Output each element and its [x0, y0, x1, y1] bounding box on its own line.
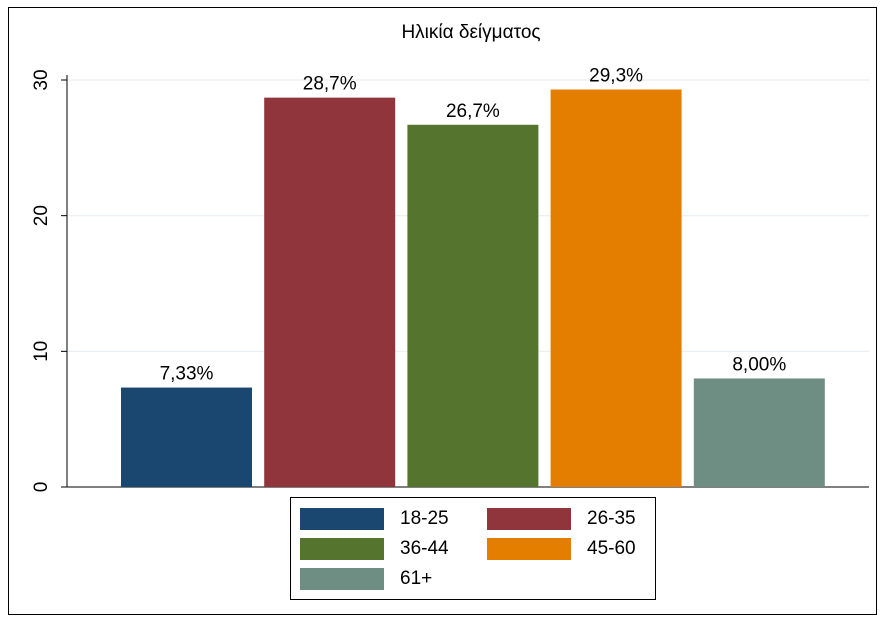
legend-swatch	[300, 508, 384, 530]
y-tick-label: 10	[31, 341, 52, 362]
bars	[121, 89, 825, 488]
legend-label: 45-60	[587, 538, 636, 559]
bar-61+	[693, 378, 825, 487]
y-tick-label: 30	[31, 69, 52, 90]
legend-swatch	[487, 538, 571, 560]
legend-swatch	[487, 508, 571, 530]
legend-item-26-35: 26-35	[487, 507, 636, 531]
legend-item-45-60: 45-60	[487, 537, 636, 561]
legend-label: 26-35	[587, 508, 636, 529]
data-labels: 7,33% 28,7% 26,7% 29,3% 8,00%	[160, 65, 787, 384]
legend-label: 18-25	[400, 508, 449, 529]
bar-45-60	[550, 89, 682, 487]
data-label: 28,7%	[303, 74, 357, 95]
legend-item-36-44: 36-44	[300, 537, 449, 561]
legend-item-18-25: 18-25	[300, 507, 449, 531]
bar-26-35	[264, 97, 396, 488]
y-tick-label: 20	[31, 205, 52, 226]
data-label: 26,7%	[446, 101, 500, 122]
data-label: 8,00%	[732, 354, 786, 375]
legend-label: 36-44	[400, 538, 449, 559]
chart-title: Ηλικία δείγματος	[401, 22, 540, 43]
bar-18-25	[121, 387, 252, 487]
legend-item-61-plus: 61+	[300, 567, 432, 591]
legend-swatch	[300, 538, 384, 560]
data-label: 29,3%	[589, 65, 643, 86]
data-label: 7,33%	[160, 364, 214, 385]
bar-36-44	[407, 124, 539, 488]
legend-swatch	[300, 568, 384, 590]
legend-label: 61+	[400, 568, 433, 589]
legend: 18-25 26-35 36-44 45-60 61+	[290, 497, 656, 600]
y-tick-label: 0	[31, 482, 52, 493]
